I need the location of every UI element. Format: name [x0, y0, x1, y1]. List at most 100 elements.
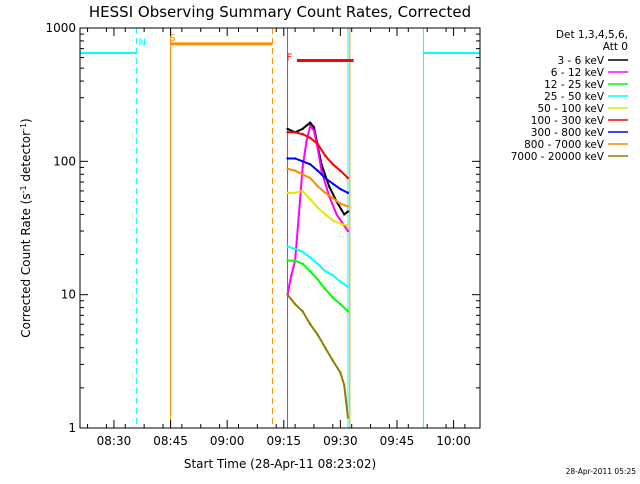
series-6-point-0	[286, 157, 289, 160]
series-4-point-1	[293, 191, 297, 195]
series-6-point-5	[324, 176, 327, 180]
series-0-point-5	[312, 126, 316, 129]
series-8-point-0	[286, 293, 289, 296]
y-axis-label-part: )	[19, 118, 33, 123]
series-line-6	[287, 157, 349, 194]
x-tick-label-4: 09:30	[323, 434, 358, 448]
series-5-point-6	[331, 163, 335, 166]
series-0-point-3	[305, 124, 308, 127]
series-2-point-5	[324, 287, 327, 291]
series-8-point-6	[331, 359, 335, 362]
series-6-point-7	[339, 187, 342, 191]
x-tick-label-0: 08:30	[97, 434, 132, 448]
series-2-point-0	[286, 259, 289, 262]
series-line-2	[287, 259, 349, 313]
series-4-point-0	[286, 191, 289, 195]
x-tick-label-6: 10:00	[436, 434, 471, 448]
series-7-point-0	[286, 167, 289, 170]
series-5-point-4	[316, 142, 319, 146]
series-7-point-5	[324, 191, 327, 195]
legend-label-2: 12 - 25 keV	[544, 79, 605, 91]
series-4-point-4	[316, 206, 319, 209]
flag-label-F: F	[287, 53, 293, 64]
series-6-point-1	[293, 157, 297, 160]
series-3-point-1	[293, 247, 297, 251]
series-3-point-3	[308, 256, 312, 259]
series-2-point-6	[331, 296, 335, 299]
axes: 1 10 100 1000 08:30 08:45 09:00 09:15 09:30 09:45…	[45, 21, 481, 448]
series-2-point-7	[339, 302, 342, 306]
series-4-point-3	[308, 197, 312, 201]
series-5-point-3	[308, 136, 312, 140]
series-7-point-3	[308, 176, 312, 180]
series-2-point-2	[301, 262, 304, 266]
plot-frame	[79, 27, 481, 429]
legend-label-7: 800 - 7000 keV	[524, 139, 605, 151]
series-6-point-4	[316, 169, 319, 172]
y-tick-label-0: 1	[68, 421, 76, 435]
y-axis-label: Corrected Count Rate (s-1 detector-1)	[19, 118, 34, 337]
legend-label-8: 7000 - 20000 keV	[511, 151, 605, 163]
series-7-point-8	[346, 205, 350, 208]
series-8-point-4	[316, 333, 319, 337]
series-1-point-1	[290, 273, 293, 277]
chart-title: HESSI Observing Summary Count Rates, Cor…	[89, 3, 471, 21]
series-1-point-13	[346, 229, 350, 233]
series-6-point-2	[301, 160, 304, 163]
series-1-point-8	[316, 147, 319, 150]
x-tick-label-2: 09:00	[210, 434, 245, 448]
series-line-1	[286, 124, 349, 295]
series-3-point-2	[301, 250, 304, 253]
series-5-point-7	[339, 169, 342, 172]
series-0-point-11	[346, 210, 350, 213]
series-0-point-0	[286, 127, 289, 131]
series-1-point-9	[320, 169, 323, 172]
series-1-point-11	[335, 213, 338, 216]
series-4-point-5	[324, 213, 327, 216]
series-1-point-6	[308, 124, 312, 127]
series-5-point-8	[346, 176, 350, 180]
series-7-point-6	[331, 196, 335, 200]
series-2-point-3	[308, 269, 312, 273]
series-4-point-2	[301, 189, 304, 193]
series-3-point-5	[324, 269, 327, 273]
series-2-point-1	[293, 259, 297, 262]
series-3-point-7	[339, 280, 342, 283]
series-4-point-7	[339, 222, 342, 226]
y-axis-label-part: -1	[19, 185, 28, 193]
series-2-point-4	[316, 278, 319, 281]
series-7-point-2	[301, 173, 304, 176]
series-3-point-0	[286, 245, 289, 248]
series-0-point-4	[308, 121, 312, 124]
series-3-point-8	[346, 285, 350, 288]
series-1-point-7	[312, 129, 316, 132]
y-axis-label-part: -1	[19, 123, 28, 131]
series-8-point-2	[301, 310, 304, 313]
series-6-point-6	[331, 182, 335, 185]
legend-label-1: 6 - 12 keV	[551, 67, 605, 79]
legend-label-3: 25 - 50 keV	[544, 91, 605, 103]
series-8-point-1	[293, 302, 297, 306]
series-line-8	[286, 294, 349, 418]
y-axis-label-part: Corrected Count Rate (s	[19, 193, 33, 337]
footer-timestamp: 28-Apr-2011 05:25	[566, 467, 637, 476]
x-tick-label-5: 09:45	[380, 434, 415, 448]
series-4-point-6	[331, 219, 335, 222]
series-1-point-3	[297, 213, 301, 216]
flag-label-S: S	[169, 33, 175, 44]
flag-label-N: N	[139, 37, 146, 48]
series-5-point-1	[293, 131, 297, 134]
plot-area: N S F	[79, 28, 481, 428]
legend-label-5: 100 - 300 keV	[531, 115, 605, 127]
x-axis-label: Start Time (28-Apr-11 08:23:02)	[184, 457, 376, 471]
series-5-point-2	[301, 132, 304, 136]
series-1-point-5	[305, 140, 308, 144]
series-0-point-8	[327, 185, 331, 188]
series-3-point-6	[331, 273, 335, 277]
series-5-point-0	[286, 131, 289, 134]
legend-label-4: 50 - 100 keV	[537, 103, 604, 115]
y-tick-label-2: 100	[53, 154, 76, 168]
